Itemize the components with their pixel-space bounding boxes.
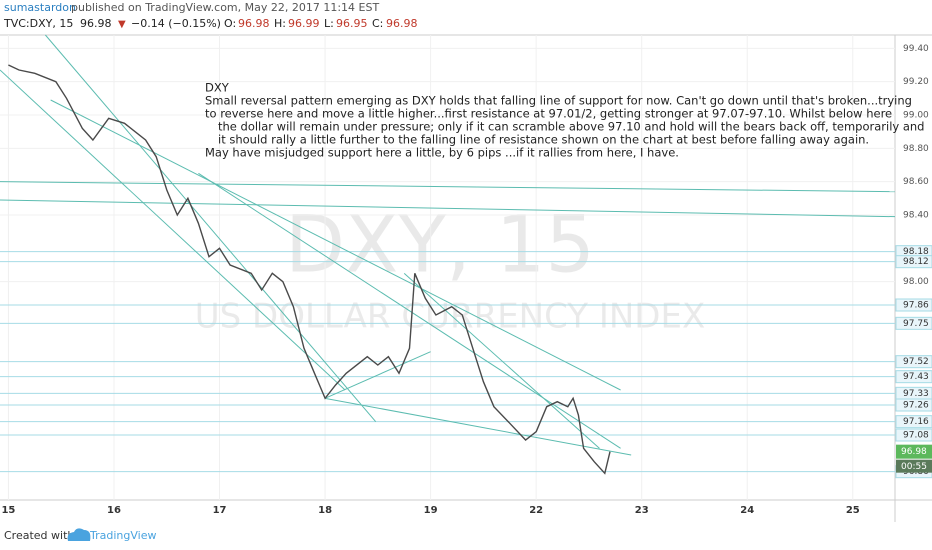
h: 96.99	[288, 17, 320, 30]
level-label: 97.26	[903, 401, 929, 411]
level-label: 97.16	[903, 417, 929, 427]
x-tick-label: 22	[529, 505, 543, 516]
level-label: 97.43	[903, 372, 929, 382]
c-label: C:	[372, 17, 383, 30]
level-tag	[895, 428, 932, 442]
y-tick-label: 98.80	[903, 144, 929, 154]
level-label: 97.52	[903, 357, 929, 367]
trend-line	[324, 351, 431, 399]
trend-line	[403, 272, 600, 449]
annotation-line: it should rally a little further to the …	[218, 133, 869, 147]
h-label: H:	[274, 17, 286, 30]
change: −0.14 (−0.15%)	[131, 17, 221, 30]
level-tag	[895, 255, 932, 269]
trend-line	[198, 172, 621, 449]
level-tag	[895, 398, 932, 412]
created: Created with	[4, 529, 74, 542]
annotation-line: May have misjudged support here a little…	[205, 146, 679, 160]
price-line	[8, 64, 611, 475]
level-tag	[895, 316, 932, 330]
level-tag	[895, 415, 932, 429]
trend-line	[0, 199, 896, 218]
l-label: L:	[324, 17, 334, 30]
y-tick-label: 99.40	[903, 44, 929, 54]
symbol: TVC:DXY, 15	[3, 17, 73, 30]
c: 96.98	[386, 17, 418, 30]
brand[interactable]: TradingView	[89, 529, 156, 542]
annotation-line: the dollar will remain under pressure; o…	[218, 120, 924, 134]
y-tick-label: 98.60	[903, 177, 929, 187]
level-label: 98.12	[903, 257, 929, 267]
y-tick-label: 99.00	[903, 111, 929, 121]
footer-bg	[0, 522, 932, 550]
x-tick-label: 23	[635, 505, 649, 516]
x-tick-label: 15	[1, 505, 15, 516]
x-tick-label: 16	[107, 505, 121, 516]
current-label: 96.98	[901, 447, 927, 457]
watermark: DXY, 15	[285, 200, 595, 290]
o: 96.98	[238, 17, 270, 30]
level-tag	[895, 355, 932, 369]
annotation-line: DXY	[205, 81, 230, 95]
y-tick-label: 99.20	[903, 77, 929, 87]
level-label: 97.33	[903, 389, 929, 399]
down-arrow: ▼	[118, 19, 126, 30]
x-tick-label: 25	[846, 505, 860, 516]
level-tag	[895, 370, 932, 384]
level-label: 97.75	[903, 319, 929, 329]
l: 96.95	[336, 17, 368, 30]
trend-line	[45, 34, 377, 422]
level-tag	[895, 298, 932, 312]
o-label: O:	[224, 17, 236, 30]
logo	[67, 528, 91, 541]
x-tick-label: 18	[318, 505, 332, 516]
level-label: 97.86	[903, 301, 929, 311]
current-tag	[896, 444, 932, 459]
y-tick-label: 98.00	[903, 277, 929, 287]
x-tick-label: 17	[213, 505, 227, 516]
annotation-line: to reverse here and move a little higher…	[205, 107, 892, 121]
level-label: 98.18	[903, 247, 929, 257]
published: published on TradingView.com, May 22, 20…	[71, 1, 379, 14]
trend-line	[0, 181, 896, 193]
last: 96.98	[80, 17, 112, 30]
trend-line	[50, 99, 621, 391]
level-label: 97.08	[903, 431, 929, 441]
watermark-sub: US DOLLAR CURRENCY INDEX	[195, 297, 706, 337]
author[interactable]: sumastardon	[4, 1, 76, 14]
trend-line	[324, 397, 632, 456]
plot	[0, 34, 896, 500]
x-tick-label: 19	[424, 505, 438, 516]
trend-line	[0, 69, 346, 391]
x-tick-label: 24	[740, 505, 754, 516]
annotation-line: Small reversal pattern emerging as DXY h…	[205, 94, 912, 108]
countdown-bg	[896, 459, 932, 473]
countdown: 00:55	[901, 462, 927, 472]
y-tick-label: 98.40	[903, 211, 929, 221]
